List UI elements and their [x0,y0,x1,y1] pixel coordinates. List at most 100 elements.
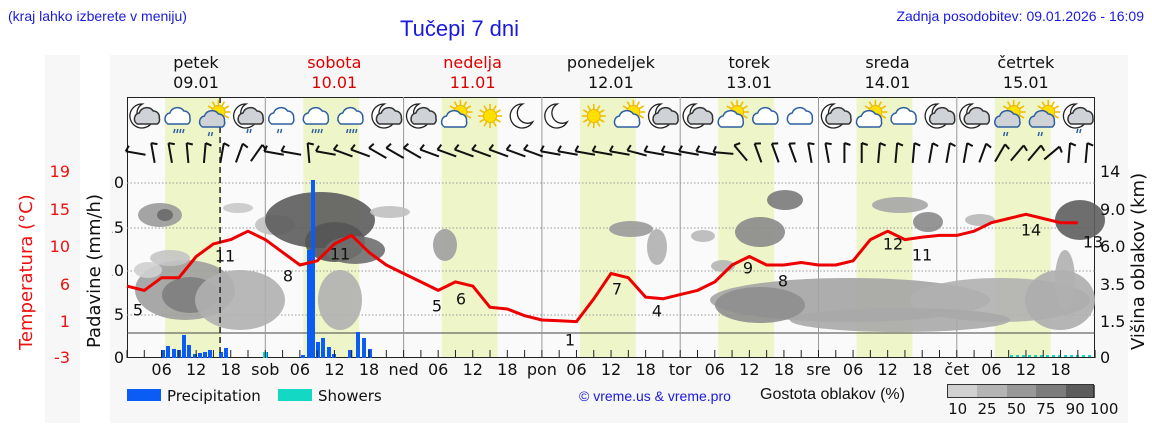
time-tick: 06 [289,360,311,379]
cloud-height-tick: 0 [1100,348,1111,367]
cloud-density-swatch [977,385,1007,398]
temperature-tick: 15 [49,200,70,219]
precipitation-bar [348,350,352,358]
wind-barb [695,145,717,156]
time-tick: sre [806,360,831,379]
time-tick: 12 [739,360,760,379]
wind-barb [1067,142,1077,164]
day-name: nedelja [443,53,502,72]
moon-cloud-rain-icon [1062,103,1094,134]
precipitation-tick: 0 [113,348,124,367]
temperature-tick: -3 [54,348,70,367]
cloud-density-area [157,209,173,221]
wind-barb [978,142,992,163]
moon-cloud-rain-icon [232,103,265,134]
cloud-density-area [609,221,653,237]
temperature-tick: 6 [59,275,70,294]
wind-barb [591,145,613,156]
temperature-tick: 1 [59,312,70,331]
precipitation-bar [1070,355,1073,357]
time-tick: 06 [151,360,172,379]
copyright-link[interactable]: © vreme.us & vreme.pro [579,388,731,404]
precipitation-bar [182,335,186,358]
wind-barb [557,145,578,156]
precipitation-bar [368,349,372,358]
moon-cloud-icon [371,103,403,129]
cloud-density-area [150,250,190,266]
legend-showers-label: Showers [318,387,382,405]
wind-barb [877,142,887,164]
precipitation-bar [203,352,207,358]
cloud-height-tick: 9.0 [1100,200,1126,219]
cloud-rain-heavy-icon [302,107,330,134]
moon-icon [544,103,569,129]
day-header: sobota 10.01 [265,53,403,93]
page-title: Tučepi 7 dni [400,16,520,41]
cloud-rain-icon [268,107,295,134]
day-header: ponedeljek 12.01 [542,53,680,93]
wind-barb [753,142,763,163]
time-tick: 06 [427,360,449,379]
wind-barb [280,145,302,156]
wind-barb [315,145,336,156]
moon-icon [509,103,535,129]
temperature-extreme-label: 8 [777,271,789,291]
precipitation-bar [362,338,366,358]
day-name: sobota [307,53,362,72]
cloud-icon [752,107,779,125]
precipitation-bar [1058,355,1061,357]
time-tick: 18 [358,360,380,379]
precipitation-bar [224,348,228,358]
wind-barb [185,142,194,164]
cloud-density-tick: 10 [948,400,968,418]
precipitation-bar [198,353,202,358]
wind-barb [894,142,904,164]
time-tick: 06 [704,360,725,379]
wind-barb [202,142,212,164]
cloud-height-tick: 6.0 [1100,237,1126,256]
day-date: 13.01 [726,73,773,92]
sun-cloud-icon [855,100,888,128]
wind-barb [385,143,405,159]
wind-barb [678,145,699,156]
precipitation-bar [1040,355,1043,357]
time-tick: 12 [1015,360,1037,379]
precipitation-bar [187,345,191,358]
time-tick: 12 [600,360,622,379]
time-tick: 06 [981,360,1002,379]
temperature-extreme-label: 6 [455,289,467,309]
sun-cloud-rain-icon [1028,100,1061,137]
wind-barb [626,144,647,157]
wind-barb [150,142,158,164]
time-tick: čet [944,360,970,379]
wind-barb [471,144,492,158]
time-tick: tor [668,360,692,379]
wind-barb [453,144,474,158]
time-tick: 18 [1050,360,1071,379]
day-name: ponedeljek [566,53,655,72]
day-date: 09.01 [173,73,219,92]
precipitation-bar [193,354,197,358]
wind-barb [770,142,780,163]
cloud-density-area [913,212,943,232]
wind-barb [1084,142,1094,164]
sun-icon [581,104,606,128]
wind-barb [419,144,440,158]
temperature-extreme-label: 9 [742,258,754,278]
precipitation-bar [1010,355,1013,357]
temperature-extreme-label: 11 [911,245,933,265]
cloud-density-area [715,287,805,323]
wind-barb [660,145,682,156]
precipitation-bar [1022,355,1025,357]
moon-cloud-icon [682,103,714,129]
precipitation-bar [172,349,176,358]
temperature-extreme-label: 1 [564,330,576,350]
time-tick: pon [526,360,557,379]
day-date: 11.01 [449,73,496,92]
wind-barb [368,143,387,159]
legend-precipitation-label: Precipitation [167,387,261,405]
time-tick: 18 [220,360,241,379]
sun-icon [478,104,503,128]
location-hint[interactable]: (kraj lahko izberete v meniju) [8,8,187,24]
